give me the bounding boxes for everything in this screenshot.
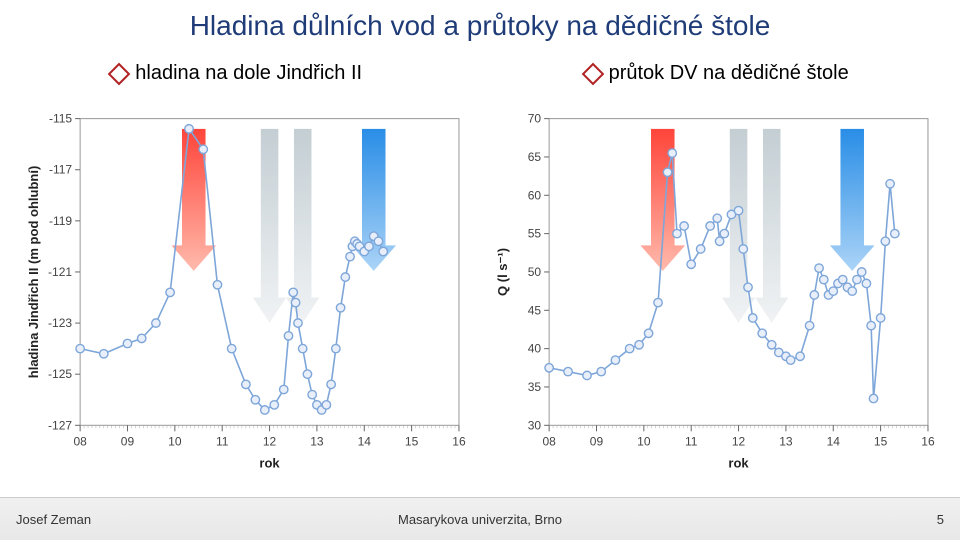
svg-text:08: 08 <box>73 434 87 448</box>
svg-text:-119: -119 <box>49 214 72 228</box>
svg-text:15: 15 <box>874 434 888 448</box>
svg-text:16: 16 <box>921 434 935 448</box>
svg-text:13: 13 <box>779 434 793 448</box>
svg-text:13: 13 <box>310 434 324 448</box>
svg-text:-121: -121 <box>48 265 72 279</box>
svg-text:60: 60 <box>528 188 542 202</box>
chart-left: -127 -125 -123 -121 -119 -117 -115 08 09 10 11 12 13… <box>20 100 471 480</box>
svg-text:55: 55 <box>528 227 542 241</box>
svg-text:08: 08 <box>542 434 556 448</box>
slide: Hladina důlních vod a průtoky na dědičné… <box>0 0 960 540</box>
svg-text:50: 50 <box>528 265 542 279</box>
right-subtitle-text: průtok DV na dědičné štole <box>609 62 849 85</box>
svg-text:35: 35 <box>528 380 542 394</box>
svg-text:45: 45 <box>528 303 542 317</box>
svg-text:30: 30 <box>528 418 542 432</box>
svg-text:-115: -115 <box>49 112 72 126</box>
svg-text:12: 12 <box>263 434 277 448</box>
svg-text:14: 14 <box>827 434 841 448</box>
left-subtitle-text: hladina na dole Jindřich II <box>135 62 362 85</box>
svg-text:70: 70 <box>528 112 542 126</box>
right-subtitle: průtok DV na dědičné štole <box>585 62 849 85</box>
svg-text:15: 15 <box>405 434 419 448</box>
svg-text:12: 12 <box>732 434 746 448</box>
svg-text:09: 09 <box>590 434 604 448</box>
svg-text:65: 65 <box>528 150 542 164</box>
subtitles-row: hladina na dole Jindřich II průtok DV na… <box>0 62 960 85</box>
bullet-icon <box>108 62 131 85</box>
svg-text:10: 10 <box>168 434 182 448</box>
bullet-icon <box>581 62 604 85</box>
svg-text:rok: rok <box>728 455 749 470</box>
svg-text:Q (l s⁻¹): Q (l s⁻¹) <box>495 248 510 296</box>
svg-text:11: 11 <box>685 434 698 448</box>
footer-center: Masarykova univerzita, Brno <box>0 512 960 527</box>
svg-text:11: 11 <box>216 434 229 448</box>
svg-text:-125: -125 <box>48 367 72 381</box>
svg-text:09: 09 <box>121 434 135 448</box>
svg-text:-117: -117 <box>49 163 72 177</box>
svg-text:40: 40 <box>528 342 542 356</box>
svg-text:16: 16 <box>452 434 466 448</box>
svg-text:hladina Jindřich II (m pod ohl: hladina Jindřich II (m pod ohlubní) <box>26 166 41 379</box>
svg-text:-127: -127 <box>48 418 72 432</box>
slide-title: Hladina důlních vod a průtoky na dědičné… <box>0 10 960 42</box>
svg-text:-123: -123 <box>48 316 72 330</box>
svg-text:14: 14 <box>358 434 372 448</box>
left-subtitle: hladina na dole Jindřich II <box>111 62 362 85</box>
chart-right: 30 35 40 45 50 55 60 65 70 08 09 10 11 12 13 14 15 16 Q (l… <box>489 100 940 480</box>
footer: Josef Zeman Masarykova univerzita, Brno … <box>0 497 960 540</box>
charts-area: -127 -125 -123 -121 -119 -117 -115 08 09 10 11 12 13… <box>20 100 940 480</box>
svg-text:10: 10 <box>637 434 651 448</box>
svg-text:rok: rok <box>259 455 280 470</box>
